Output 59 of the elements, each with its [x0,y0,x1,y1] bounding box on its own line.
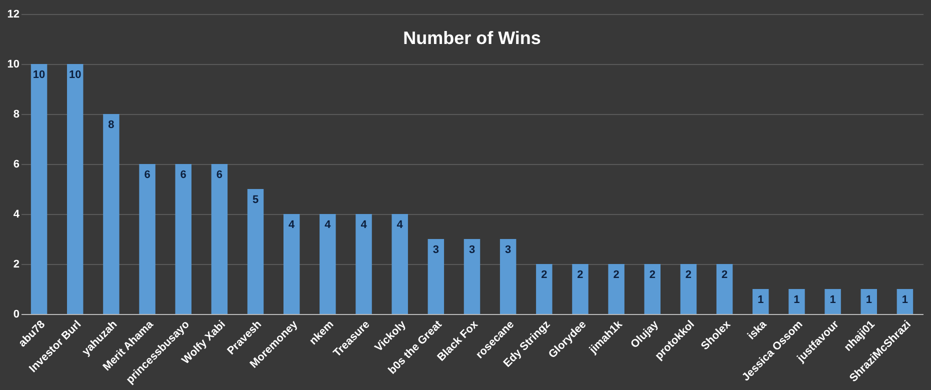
bar [608,264,624,314]
bar [30,64,48,314]
bar [67,64,84,314]
bar [428,239,444,314]
bar [896,289,914,314]
data-label: 5 [252,194,259,206]
data-label: 6 [144,169,150,181]
data-label: 3 [468,244,476,256]
data-label: 4 [288,219,296,231]
data-label: 3 [505,244,512,256]
bar [860,289,877,314]
y-tick-label: 4 [13,208,20,220]
bar [320,214,336,314]
data-label: 1 [866,294,872,306]
bar [464,239,480,314]
bar [356,214,372,314]
bar [824,289,841,314]
y-tick-label: 10 [7,58,20,70]
bar [788,289,805,314]
data-label: 10 [68,69,82,81]
data-label: 8 [108,119,114,131]
bar [283,214,300,314]
x-tick-label: iska [745,318,770,342]
data-label: 4 [324,219,332,231]
data-label: 3 [432,244,439,256]
data-label: 6 [180,169,186,181]
data-label: 1 [902,294,908,306]
bar [103,114,120,314]
text: Number of Wins [403,28,541,48]
y-tick-label: 6 [13,158,20,170]
bar [644,264,661,314]
bar [536,264,552,314]
bar [752,289,769,314]
data-label: 10 [32,69,46,81]
data-label: 6 [216,169,223,181]
data-label: 1 [758,294,764,306]
bar [139,164,156,314]
bar [680,264,697,314]
data-label: 2 [613,269,620,281]
data-label: 2 [541,269,548,281]
data-label: 2 [685,269,692,281]
data-label: 2 [577,269,584,281]
bar [572,264,588,314]
bar [716,264,733,314]
y-tick-label: 12 [7,8,20,20]
y-tick-label: 2 [13,258,20,270]
y-tick-label: 8 [13,108,20,120]
bar [211,164,228,314]
bar [175,164,192,314]
data-label: 2 [649,269,656,281]
bar [500,239,516,314]
data-label: 4 [396,219,404,231]
bar [392,214,408,314]
bar [247,189,264,314]
data-label: 4 [360,219,368,231]
data-label: 2 [721,269,728,281]
y-tick-label: 0 [13,308,20,320]
data-label: 1 [794,294,800,306]
data-label: 1 [830,294,836,306]
